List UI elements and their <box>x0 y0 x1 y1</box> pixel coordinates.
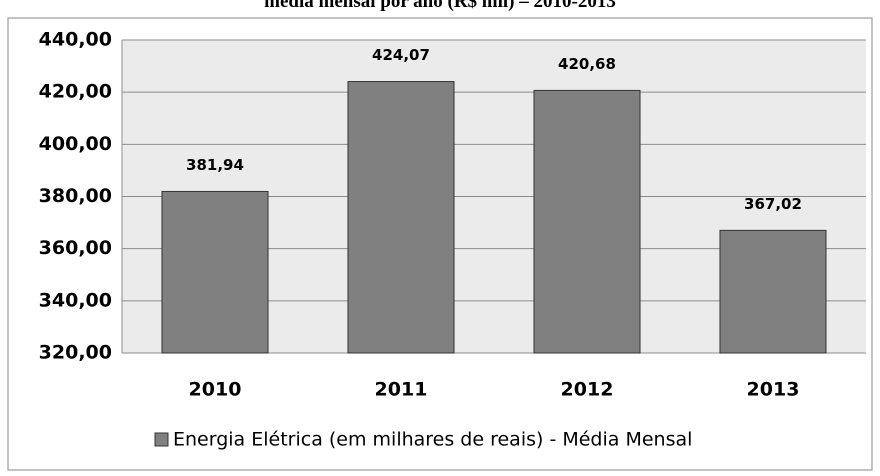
bar <box>719 229 827 354</box>
y-tick-label: 420,00 <box>39 81 112 103</box>
x-tick-label: 2013 <box>747 379 800 401</box>
data-label: 367,02 <box>744 195 802 213</box>
x-tick-label: 2012 <box>561 379 614 401</box>
bar <box>347 81 455 354</box>
y-tick-label: 360,00 <box>39 237 112 259</box>
y-tick-label: 440,00 <box>39 29 112 51</box>
y-tick-label: 400,00 <box>39 133 112 155</box>
bar <box>533 89 641 354</box>
x-tick-label: 2011 <box>375 379 428 401</box>
legend-label: Energia Elétrica (em milhares de reais) … <box>173 429 692 451</box>
y-tick-label: 340,00 <box>39 289 112 311</box>
x-tick-label: 2010 <box>189 379 242 401</box>
legend-swatch <box>154 432 169 447</box>
chart-title: média mensal por ano (R$ mil) – 2010-201… <box>264 0 616 12</box>
bar <box>161 190 269 354</box>
data-label: 424,07 <box>372 46 430 64</box>
y-tick-label: 320,00 <box>39 342 112 364</box>
y-tick-label: 380,00 <box>39 185 112 207</box>
data-label: 420,68 <box>558 55 616 73</box>
data-label: 381,94 <box>186 156 244 174</box>
